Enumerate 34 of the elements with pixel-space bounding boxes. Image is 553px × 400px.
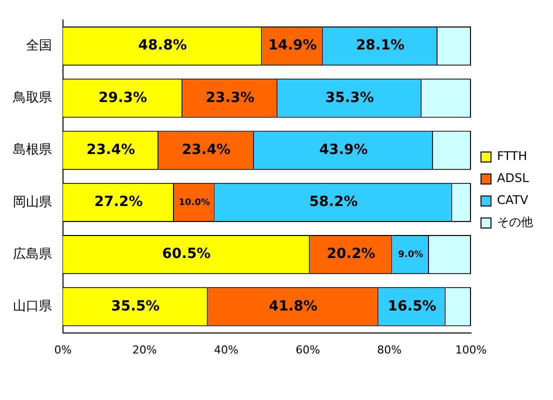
y-tick-label: 山口県 bbox=[13, 299, 52, 314]
data-label: 41.8% bbox=[268, 298, 318, 314]
data-label: 20.2% bbox=[326, 246, 376, 262]
data-label: 58.2% bbox=[309, 194, 358, 210]
x-tick-label: 20% bbox=[132, 343, 157, 356]
data-label: 48.8% bbox=[138, 38, 187, 54]
data-label: 10.0% bbox=[178, 198, 210, 208]
data-label: 27.2% bbox=[94, 194, 143, 210]
data-label: 16.5% bbox=[388, 298, 436, 314]
legend-label: ADSL bbox=[497, 171, 530, 186]
y-tick-label: 島根県 bbox=[13, 142, 52, 158]
data-label: 35.5% bbox=[111, 298, 160, 314]
x-tick-label: 60% bbox=[296, 343, 320, 356]
data-label: 9.0% bbox=[398, 250, 424, 260]
data-label: 23.4% bbox=[86, 142, 136, 158]
data-label: 23.4% bbox=[182, 142, 230, 158]
x-tick-label: 0% bbox=[54, 343, 72, 356]
x-tick-label: 40% bbox=[214, 343, 238, 356]
legend-label: CATV bbox=[497, 193, 529, 208]
y-tick-label: 鳥取県 bbox=[12, 90, 52, 106]
data-label: 43.9% bbox=[319, 142, 368, 158]
x-tick-label: 100% bbox=[455, 343, 487, 356]
y-tick-label: 全国 bbox=[26, 38, 52, 54]
y-tick-label: 広島県 bbox=[13, 246, 52, 262]
data-label: 23.3% bbox=[206, 90, 254, 106]
data-label: 14.9% bbox=[268, 38, 317, 54]
data-label: 29.3% bbox=[98, 90, 148, 106]
x-tick-label: 80% bbox=[377, 343, 402, 356]
y-tick-label: 岡山県 bbox=[13, 194, 52, 210]
data-label: 35.3% bbox=[325, 90, 374, 106]
legend-label: その他 bbox=[497, 215, 533, 230]
data-label: 60.5% bbox=[162, 246, 211, 262]
data-label: 28.1% bbox=[356, 38, 405, 54]
legend-label: FTTH bbox=[497, 149, 528, 164]
